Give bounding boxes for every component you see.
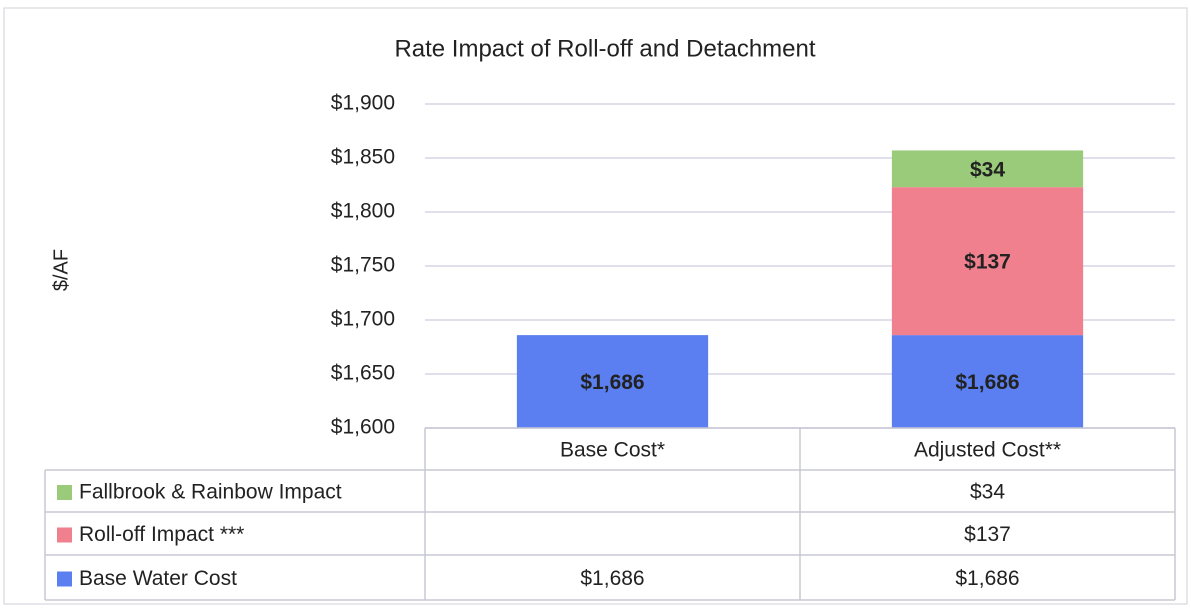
y-tick-label: $1,650	[331, 362, 395, 385]
y-tick-label: $1,900	[331, 92, 395, 115]
table-cell: $1,686	[580, 567, 644, 590]
y-tick-label: $1,750	[331, 254, 395, 277]
legend-label: Roll-off Impact ***	[79, 523, 244, 546]
bar-segment	[891, 150, 1084, 188]
legend-label: Base Water Cost	[79, 567, 237, 590]
chart-title: Rate Impact of Roll-off and Detachment	[394, 35, 815, 62]
table-cell: $137	[964, 523, 1011, 546]
y-tick-label: $1,850	[331, 146, 395, 169]
y-tick-label: $1,700	[331, 308, 395, 331]
legend-swatch	[57, 527, 72, 543]
data-label: $1,686	[580, 371, 644, 394]
y-axis-label: $/AF	[50, 249, 72, 291]
table-cell: $1,686	[955, 567, 1019, 590]
data-label: $34	[970, 158, 1005, 181]
bar-segment	[891, 335, 1084, 428]
x-tick-label: Adjusted Cost**	[914, 439, 1061, 462]
legend-label: Fallbrook & Rainbow Impact	[79, 481, 342, 504]
x-tick-label: Base Cost*	[560, 439, 665, 462]
y-tick-label: $1,600	[331, 416, 395, 439]
table-cell: $34	[970, 481, 1005, 504]
legend-swatch	[57, 571, 72, 587]
bar-segment	[891, 187, 1084, 336]
y-tick-label: $1,800	[331, 200, 395, 223]
legend-swatch	[57, 485, 72, 500]
data-label: $137	[964, 251, 1011, 274]
data-label: $1,686	[955, 371, 1019, 394]
bar-segment	[516, 335, 709, 428]
